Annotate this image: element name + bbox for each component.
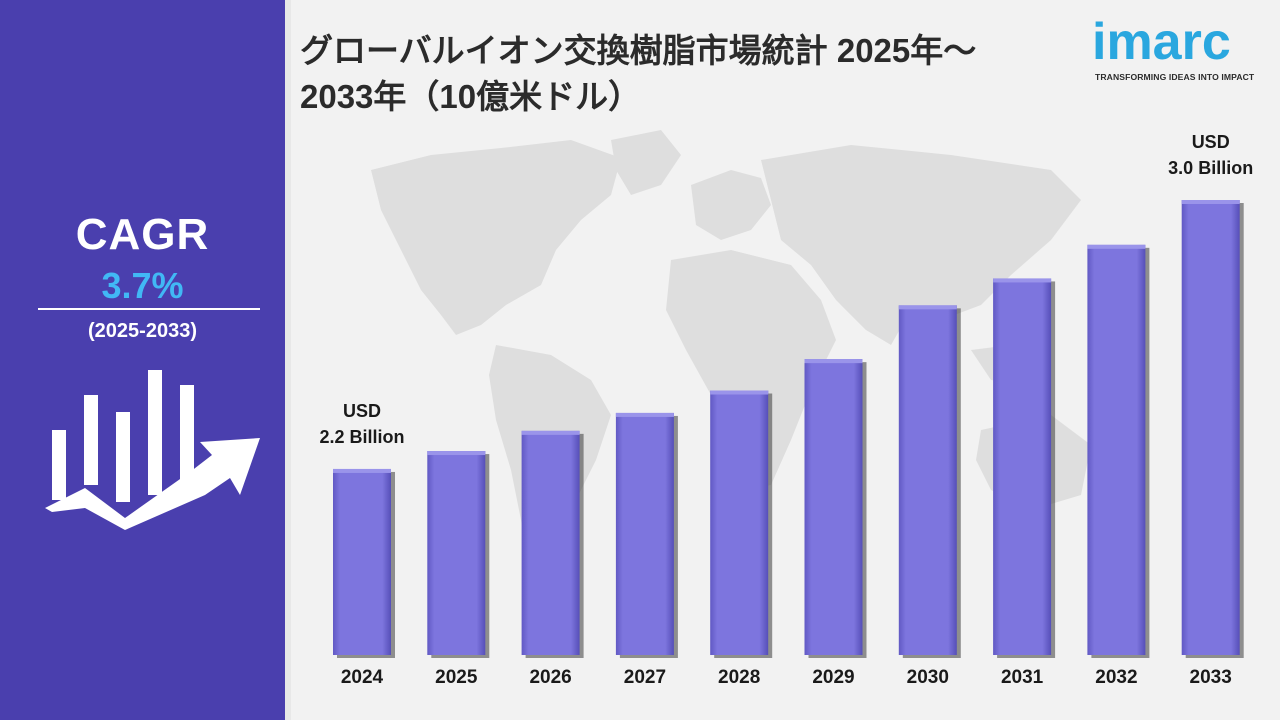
cagr-separator	[38, 308, 260, 310]
bar-2026	[521, 430, 580, 655]
x-tick-label-2031: 2031	[1001, 667, 1044, 688]
cagr-period: (2025-2033)	[88, 320, 197, 342]
title-line-2: 2033年（10億米ドル）	[300, 78, 642, 115]
x-tick-label-2032: 2032	[1095, 667, 1137, 688]
x-tick-label-2026: 2026	[529, 667, 571, 688]
sidebar-divider	[285, 0, 291, 720]
bar-2027	[615, 412, 674, 655]
cagr-sidebar	[0, 0, 285, 720]
logo-wordmark: imarc	[1092, 13, 1231, 71]
data-label-2024-line-2: 2.2 Billion	[319, 427, 404, 447]
bar-top-2026	[521, 430, 580, 435]
bar-top-2024	[333, 468, 391, 473]
x-tick-label-2024: 2024	[341, 667, 384, 688]
x-tick-label-2028: 2028	[718, 667, 760, 688]
bar-2032	[1087, 244, 1146, 656]
data-label-2033-line-1: USD	[1192, 132, 1230, 152]
bar-top-2032	[1087, 244, 1146, 249]
x-tick-label-2025: 2025	[435, 667, 478, 688]
bar-2033	[1181, 200, 1240, 655]
bar-2028	[710, 390, 769, 655]
cagr-value: 3.7%	[101, 265, 184, 306]
x-tick-label-2027: 2027	[624, 667, 666, 688]
cagr-label: CAGR	[75, 210, 210, 259]
bar-2025	[427, 451, 486, 655]
bar-top-2028	[710, 390, 769, 395]
bar-top-2027	[615, 412, 674, 417]
bar-2030	[898, 305, 957, 655]
bar-top-2025	[427, 451, 486, 456]
bar-top-2033	[1181, 200, 1240, 204]
bar-top-2029	[804, 359, 863, 364]
page-title: グローバルイオン交換樹脂市場統計 2025年～ 2033年（10億米ドル）	[300, 28, 1080, 120]
x-tick-label-2029: 2029	[812, 667, 854, 688]
bar-top-2030	[898, 305, 957, 310]
world-map-background	[371, 130, 1091, 580]
bar-2024	[333, 468, 391, 655]
imarc-logo: imarc TRANSFORMING IDEAS INTO IMPACT	[1092, 12, 1270, 88]
title-line-1: グローバルイオン交換樹脂市場統計 2025年～	[300, 32, 977, 69]
data-label-2024-line-1: USD	[343, 401, 381, 421]
bar-2031	[993, 278, 1052, 655]
logo-tagline: TRANSFORMING IDEAS INTO IMPACT	[1095, 72, 1255, 82]
x-tick-label-2030: 2030	[907, 667, 949, 688]
x-tick-label-2033: 2033	[1190, 667, 1232, 688]
bar-2029	[804, 359, 863, 655]
growth-chart-arrow-icon	[45, 370, 260, 530]
bar-top-2031	[993, 278, 1052, 283]
data-label-2033-line-2: 3.0 Billion	[1168, 158, 1253, 178]
